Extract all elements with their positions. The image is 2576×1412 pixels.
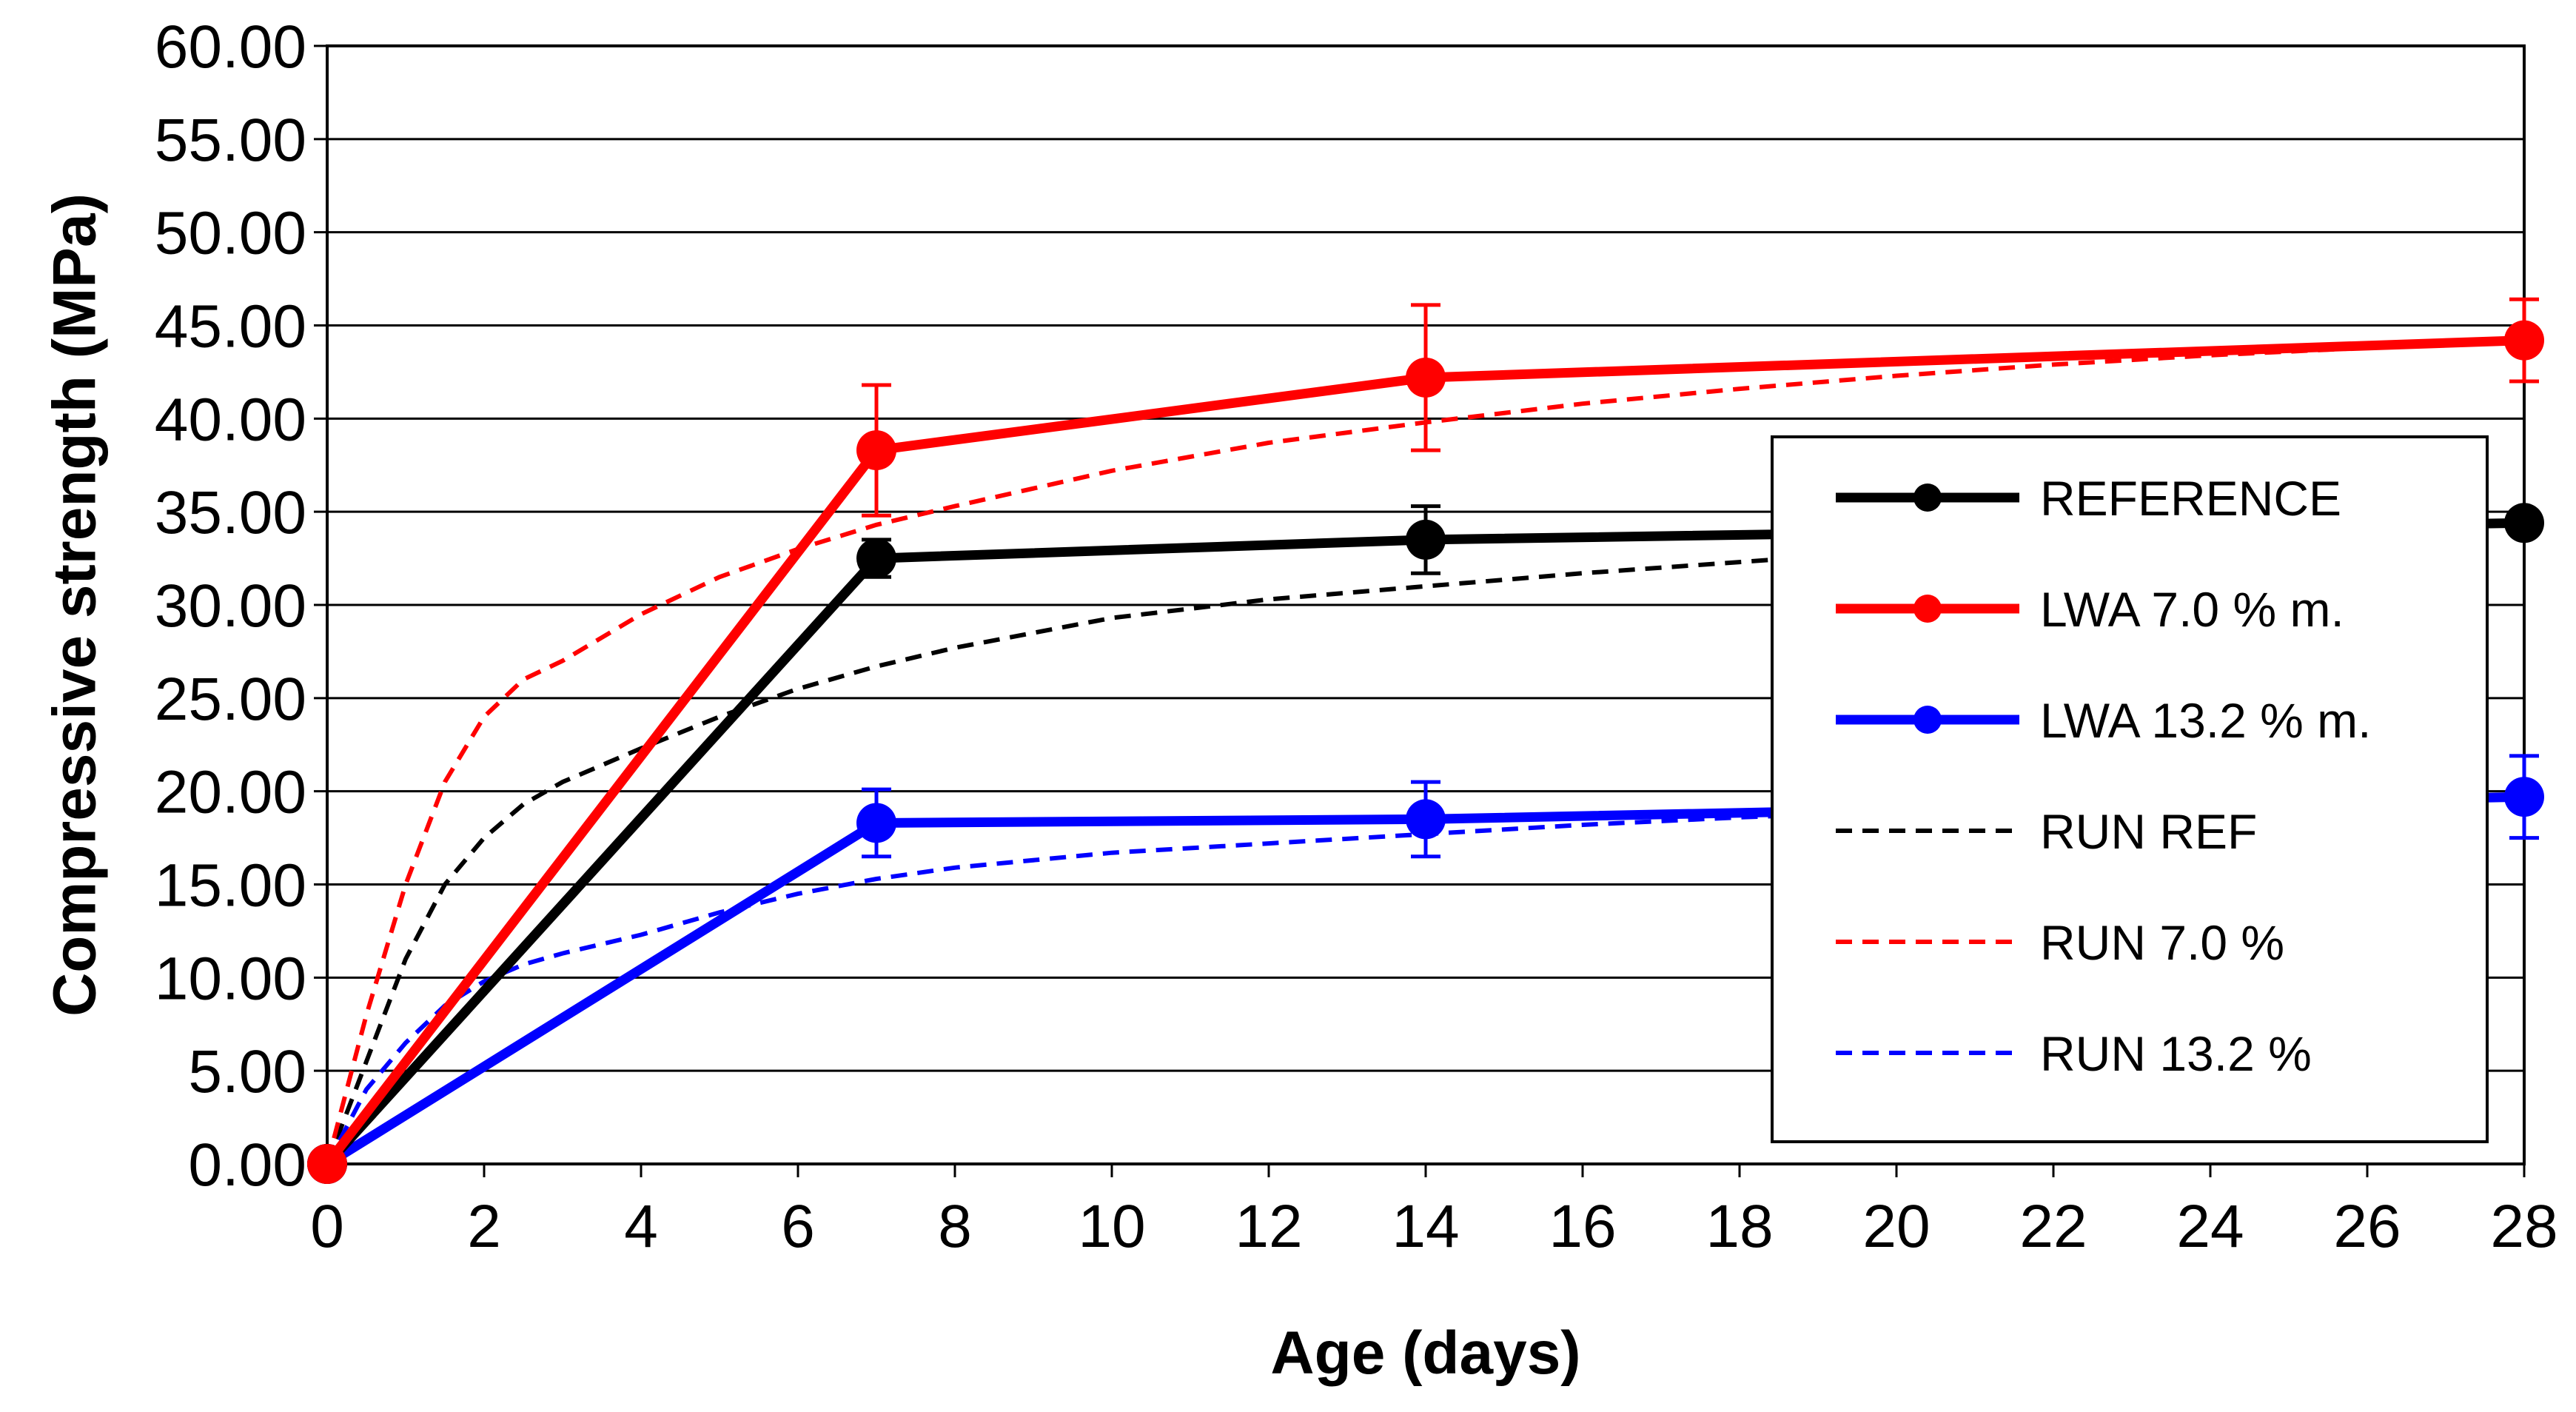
x-tick-label: 10	[1078, 1193, 1145, 1260]
y-tick-label: 0.00	[188, 1131, 306, 1199]
x-tick-label: 8	[938, 1193, 972, 1260]
y-axis-ticks: 0.00 5.00 10.00 15.00 20.00 25.00 30.00 35.00 40…	[155, 13, 327, 1199]
data-point	[856, 538, 896, 579]
y-tick-label: 5.00	[188, 1038, 306, 1105]
legend-item: LWA 13.2 % m.	[1836, 693, 2372, 748]
y-tick-label: 30.00	[155, 572, 306, 640]
data-point	[856, 803, 896, 843]
x-tick-label: 24	[2176, 1193, 2244, 1260]
x-tick-label: 4	[624, 1193, 658, 1260]
series-line	[325, 338, 2525, 1165]
series-1	[307, 297, 2544, 1184]
legend-item: RUN REF	[1836, 804, 2257, 859]
data-point	[856, 430, 896, 471]
x-tick-label: 16	[1549, 1193, 1616, 1260]
y-tick-label: 15.00	[155, 852, 306, 920]
x-tick-label: 6	[781, 1193, 815, 1260]
x-tick-label: 20	[1862, 1193, 1930, 1260]
legend-box	[1771, 435, 2489, 1143]
data-point	[307, 1144, 347, 1184]
legend-label: RUN 13.2 %	[2040, 1026, 2312, 1081]
x-tick-label: 12	[1235, 1193, 1302, 1260]
y-axis-title: Compressive strength (MPa)	[41, 193, 109, 1017]
x-tick-label: 2	[467, 1193, 501, 1260]
data-point	[1406, 519, 1446, 560]
legend-label: LWA 13.2 % m.	[2040, 693, 2372, 748]
legend-label: RUN 7.0 %	[2040, 915, 2284, 970]
y-tick-label: 20.00	[155, 759, 306, 826]
x-tick-label: 26	[2333, 1193, 2401, 1260]
y-tick-label: 25.00	[155, 666, 306, 733]
legend-marker	[1913, 706, 1942, 734]
data-point	[2504, 503, 2544, 543]
x-axis-ticks: 0 2 4 6 8 10 12 14 16 18 20 22 24 26 28	[310, 1164, 2558, 1260]
y-tick-label: 10.00	[155, 945, 306, 1012]
legend-label: RUN REF	[2040, 804, 2257, 859]
legend-marker	[1913, 595, 1942, 623]
x-tick-label: 14	[1392, 1193, 1459, 1260]
legend-item: RUN 7.0 %	[1836, 915, 2284, 970]
y-tick-label: 40.00	[155, 386, 306, 453]
x-axis-title: Age (days)	[1270, 1319, 1580, 1387]
legend-label: REFERENCE	[2040, 471, 2341, 526]
data-point	[2504, 320, 2544, 361]
series-line	[325, 794, 2525, 1165]
legend-marker	[1913, 484, 1942, 512]
y-tick-label: 35.00	[155, 479, 306, 546]
y-tick-label: 50.00	[155, 200, 306, 267]
y-tick-label: 55.00	[155, 107, 306, 174]
series-line	[323, 335, 2525, 1167]
legend-item: RUN 13.2 %	[1836, 1026, 2312, 1081]
x-tick-label: 28	[2490, 1193, 2557, 1260]
series-5	[325, 794, 2525, 1165]
data-point	[1406, 799, 1446, 840]
legend-label: LWA 7.0 % m.	[2040, 582, 2344, 637]
y-tick-label: 45.00	[155, 293, 306, 361]
legend-item: LWA 7.0 % m.	[1836, 582, 2344, 637]
data-point	[1406, 357, 1446, 398]
data-point	[2504, 777, 2544, 817]
legend-items: REFERENCE LWA 7.0 % m. LWA 13.2 % m. RUN RE…	[1836, 471, 2372, 1081]
x-tick-label: 18	[1705, 1193, 1773, 1260]
x-tick-label: 0	[310, 1193, 344, 1260]
legend-item: REFERENCE	[1836, 471, 2341, 526]
series-4	[325, 338, 2525, 1165]
x-tick-label: 22	[2019, 1193, 2087, 1260]
legend: REFERENCE LWA 7.0 % m. LWA 13.2 % m. RUN RE…	[1771, 435, 2489, 1143]
y-tick-label: 60.00	[155, 13, 306, 81]
